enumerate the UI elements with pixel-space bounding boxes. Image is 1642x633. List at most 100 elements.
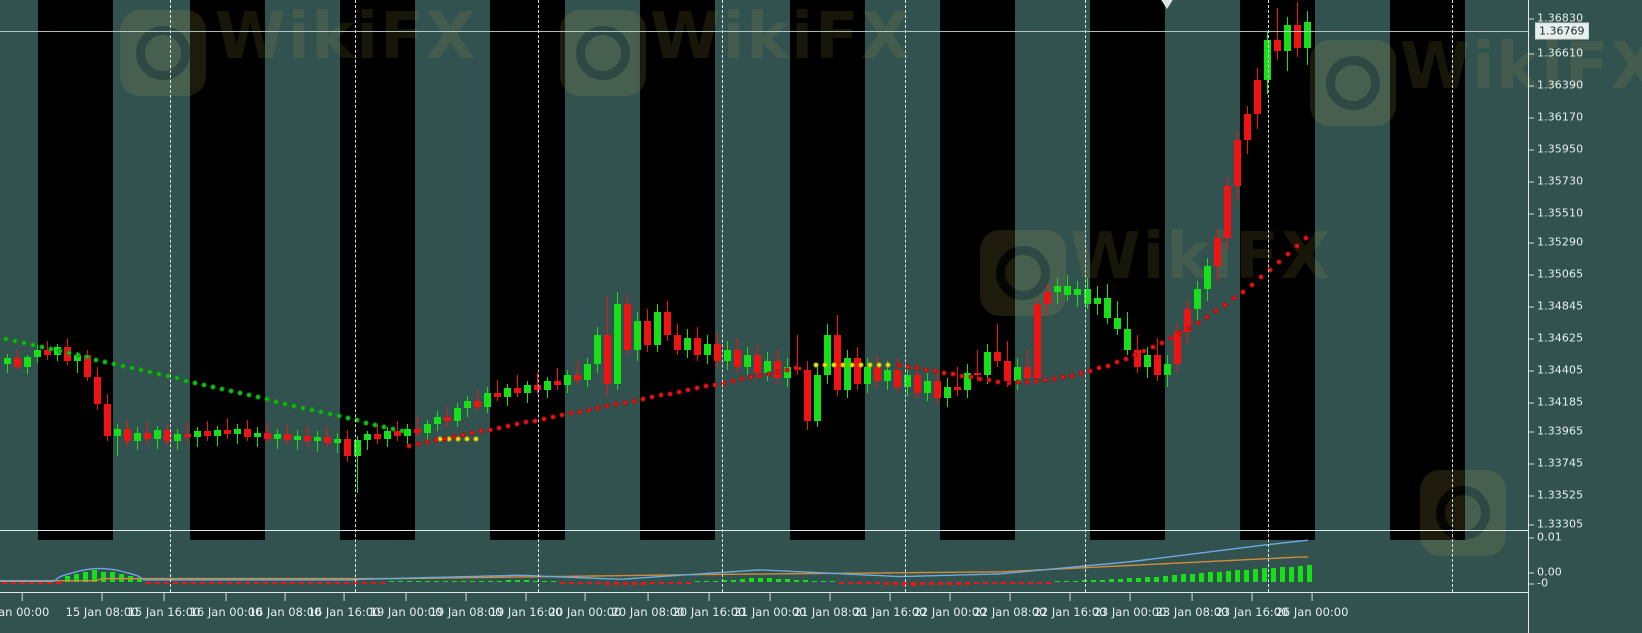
time-axis-tick-mark: [163, 593, 165, 601]
price-axis-tick: 1.33965: [1529, 425, 1583, 438]
sar-dot: [1087, 368, 1093, 374]
sar-dot: [613, 401, 619, 407]
macd-histogram-bar: [191, 582, 196, 584]
candle-wick: [957, 366, 958, 396]
sar-dot: [950, 371, 956, 377]
macd-histogram-bar: [947, 582, 952, 585]
time-axis-tick: 15 Jan 16:00: [128, 593, 200, 619]
macd-histogram-bar: [1244, 569, 1249, 582]
session-stripe: [490, 0, 565, 530]
candle-wick: [517, 375, 518, 397]
sar-dot: [941, 370, 947, 376]
candle-body: [814, 375, 821, 422]
time-axis-tick-label: 26 Jan 00:00: [1275, 605, 1349, 619]
macd-histogram-bar: [92, 570, 97, 582]
price-axis-tick: 1.34185: [1529, 396, 1583, 409]
time-axis-tick-label: 23 Jan 08:00: [1155, 605, 1229, 619]
sar-dot: [977, 376, 983, 382]
candle-wick: [797, 335, 798, 376]
macd-histogram-bar: [1010, 582, 1015, 584]
sar-dot: [415, 441, 421, 447]
sar-dot: [1015, 379, 1021, 385]
candle-body: [174, 434, 181, 442]
macd-histogram-bar: [713, 580, 718, 582]
macd-histogram-bar: [659, 582, 664, 584]
candle-wick: [227, 418, 228, 439]
macd-histogram-bar: [1127, 578, 1132, 582]
macd-signal-line: [0, 556, 1308, 582]
sar-dot: [622, 400, 628, 406]
candle-body: [924, 381, 931, 393]
candle-body: [684, 338, 691, 350]
sar-dot: [876, 362, 882, 368]
macd-histogram-bar: [587, 582, 592, 584]
macd-histogram-bar: [65, 576, 70, 582]
candle-body: [854, 358, 861, 385]
price-axis-tick-label: 1.36610: [1537, 46, 1584, 60]
macd-histogram-bar: [1253, 569, 1258, 582]
sar-dot: [995, 379, 1001, 385]
time-axis-tick: 19 Jan 16:00: [490, 593, 562, 619]
candle-wick: [417, 417, 418, 438]
macd-histogram-bar: [1028, 582, 1033, 584]
time-axis-tick-mark: [1069, 593, 1071, 601]
sar-dot: [210, 384, 216, 390]
candle-body: [744, 355, 751, 367]
candle-body: [904, 375, 911, 387]
candle-body: [514, 388, 521, 393]
macd-histogram-bar: [326, 582, 331, 584]
vertical-gridline: [170, 0, 171, 592]
macd-histogram-bar: [794, 579, 799, 582]
sar-dot: [1168, 335, 1174, 341]
macd-histogram-bar: [11, 582, 16, 584]
candle-body: [154, 429, 161, 439]
session-stripe: [1090, 531, 1165, 540]
time-axis[interactable]: Jan 00:00 15 Jan 08:00 15 Jan 16:00 16 Jan …: [0, 592, 1528, 633]
candle-body: [994, 352, 1001, 362]
candle-body: [484, 392, 491, 407]
price-axis[interactable]: 1.36830 1.36610 1.36390 1.36170 1.35950 1.357…: [1528, 0, 1642, 633]
macd-histogram-bar: [137, 579, 142, 582]
sar-dot: [532, 418, 538, 424]
time-axis-tick: 23 Jan 16:00: [1216, 593, 1288, 619]
price-axis-tick-label: 1.33305: [1537, 517, 1584, 531]
candle-body: [624, 303, 631, 350]
current-price-label[interactable]: 1.36769: [1535, 22, 1589, 40]
candle-body: [104, 404, 111, 436]
candle-body: [1044, 292, 1051, 304]
time-axis-tick-label: 22 Jan 16:00: [1033, 605, 1107, 619]
wikifx-logo-watermark: [1420, 470, 1506, 556]
sar-dot: [165, 373, 171, 379]
price-pane[interactable]: [0, 0, 1528, 536]
session-stripe: [340, 531, 415, 540]
macd-histogram-bar: [632, 582, 637, 585]
candle-body: [674, 335, 681, 350]
sar-dot: [39, 344, 45, 350]
macd-histogram-bar: [911, 582, 916, 586]
candle-body: [604, 335, 611, 385]
macd-histogram-bar: [74, 573, 79, 582]
macd-histogram-bar: [299, 582, 304, 584]
time-axis-tick: 23 Jan 00:00: [1094, 593, 1166, 619]
sar-dot: [183, 378, 189, 384]
candle-body: [874, 366, 881, 382]
candle-body: [614, 303, 621, 385]
macd-histogram-bar: [1118, 578, 1123, 582]
candle-body: [124, 428, 131, 442]
candle-body: [1224, 185, 1231, 238]
macd-histogram-bar: [1109, 579, 1114, 582]
macd-pane[interactable]: [0, 539, 1528, 592]
sar-dot: [739, 376, 745, 382]
sar-dot: [905, 364, 911, 370]
candle-body: [94, 376, 101, 405]
session-stripe: [640, 0, 715, 530]
price-axis-tick-label: 1.33965: [1537, 424, 1584, 438]
sar-dot: [885, 362, 891, 368]
sar-dot: [464, 436, 470, 442]
macd-histogram-bar: [1037, 582, 1042, 584]
sar-dot: [1114, 359, 1120, 365]
sar-dot: [1042, 377, 1048, 383]
sar-dot: [300, 405, 306, 411]
candle-body: [764, 361, 771, 373]
price-axis-tick: 1.33305: [1529, 518, 1583, 531]
